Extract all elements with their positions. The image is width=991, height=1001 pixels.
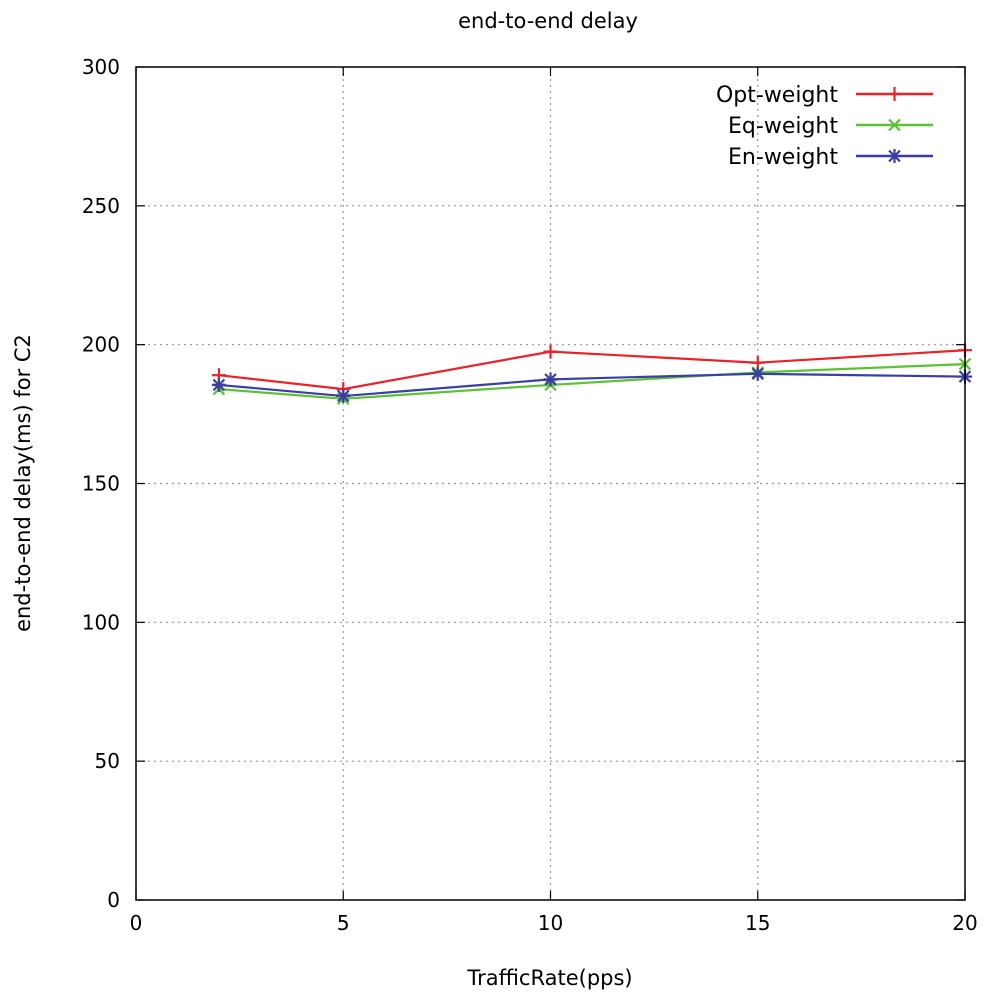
y-tick-label: 200 [82,333,120,357]
x-tick-label: 0 [130,911,143,935]
series-line-eq-weight [218,363,966,400]
legend-label-opt-weight: Opt-weight [716,83,838,108]
chart-title: end-to-end delay [458,9,638,33]
legend-marker-eq-weight [888,118,901,132]
data-point-en-weight [211,377,226,392]
y-tick-label: 300 [82,55,120,79]
y-tick-label: 0 [107,888,120,912]
legend-marker-en-weight [887,149,902,163]
x-tick-label: 15 [745,911,770,935]
y-tick-label: 100 [82,610,120,634]
series-line-en-weight [218,372,966,398]
x-tick-label: 20 [952,911,977,935]
data-point-opt-weight [543,344,558,359]
series-group [211,343,972,406]
grid [136,67,965,900]
data-point-en-weight [336,389,351,404]
data-point-en-weight [543,372,558,387]
legend-label-en-weight: En-weight [728,145,838,170]
legend-label-eq-weight: Eq-weight [728,114,838,139]
x-axis-label: TrafficRate(pps) [466,966,632,990]
y-axis-label: end-to-end delay(ms) for C2 [11,334,35,632]
y-tick-label: 150 [82,472,120,496]
legend: Opt-weight Eq-weight En-weight [716,83,933,170]
x-tick-label: 10 [538,911,563,935]
data-point-en-weight [750,366,765,381]
legend-marker-opt-weight [887,87,902,101]
y-tick-label: 50 [95,749,120,773]
x-tick-label: 5 [337,911,350,935]
y-tick-label: 250 [82,194,120,218]
